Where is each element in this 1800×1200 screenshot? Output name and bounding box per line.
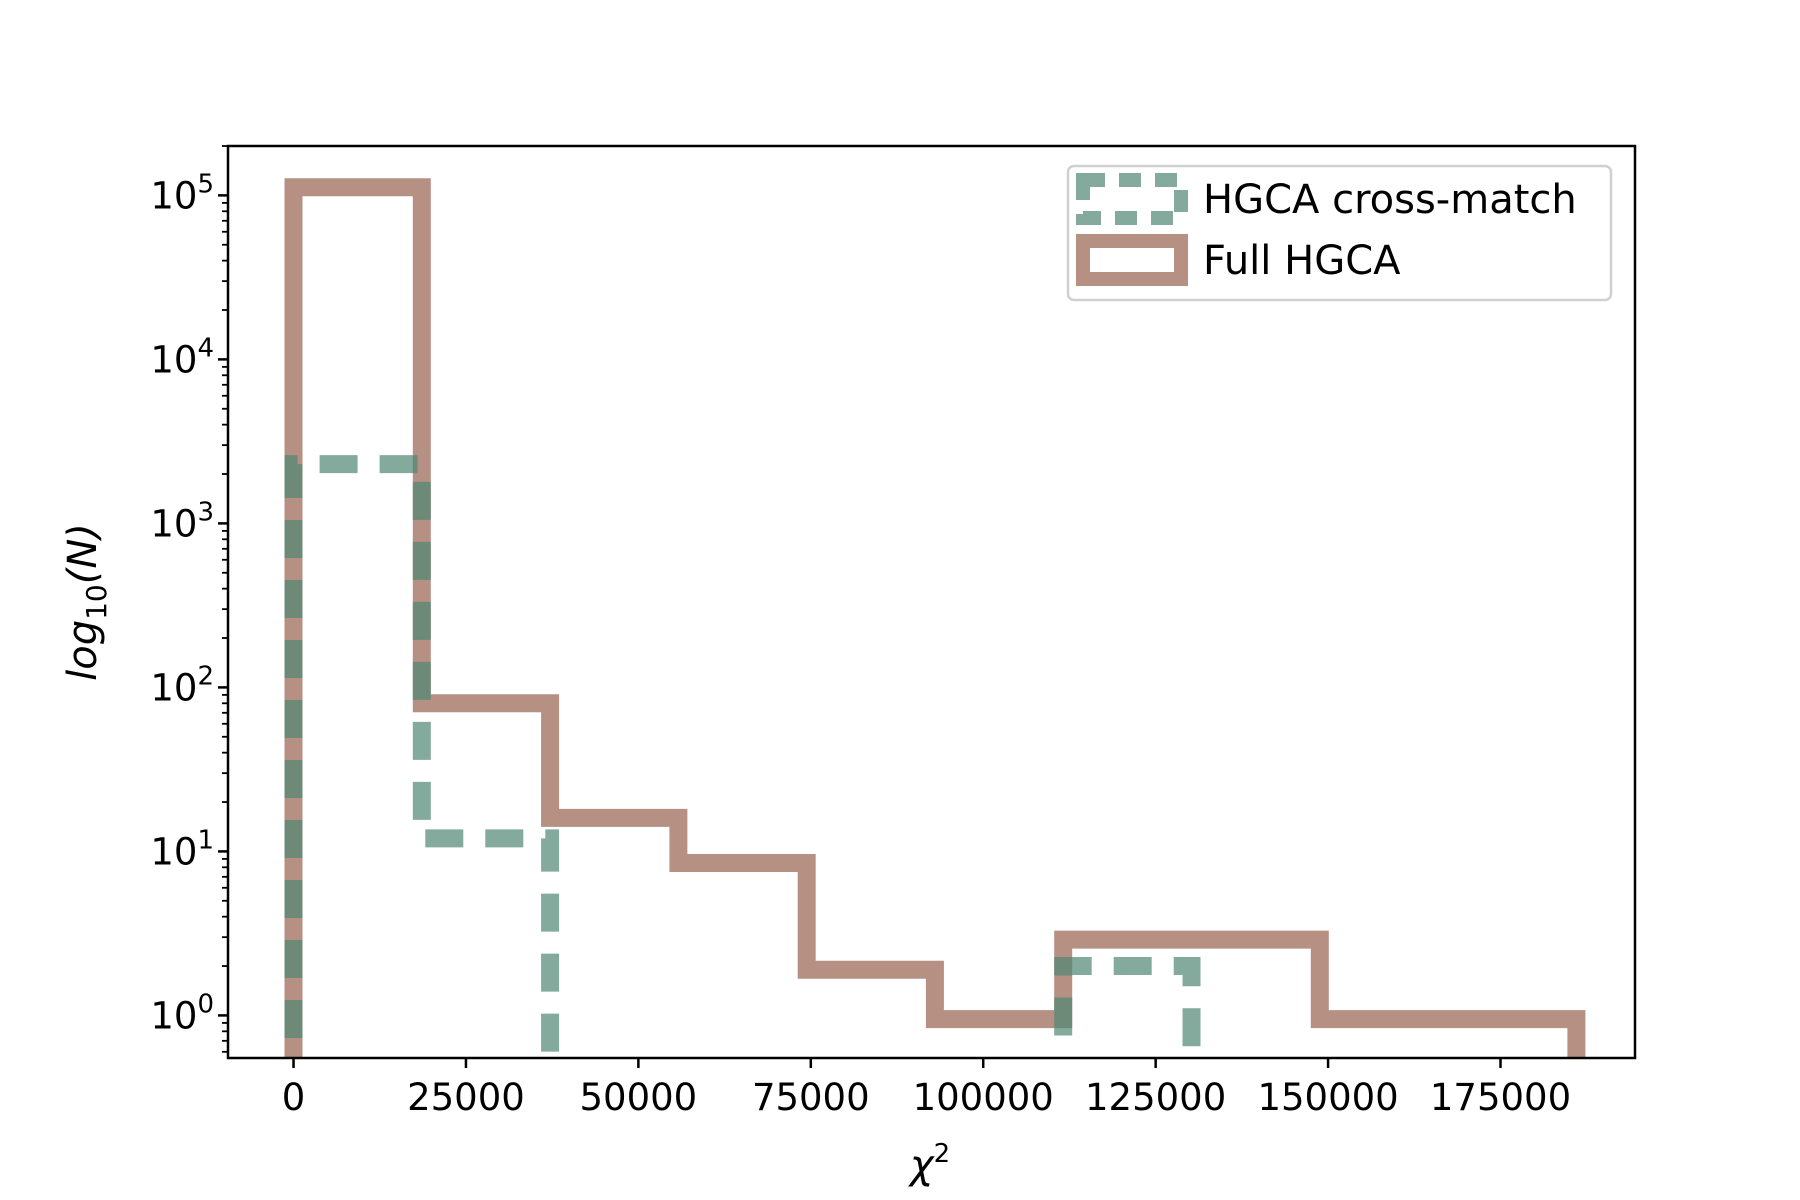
x-axis-label: χ2 [908,1139,950,1188]
x-axis-label-sup: 2 [934,1139,951,1169]
y-tick-label: 102 [150,661,214,709]
legend-swatch-cross-match [1076,173,1188,225]
y-axis-label-main: log [60,620,106,681]
legend-item-cross-match: HGCA cross-match [1076,173,1577,225]
x-tick-label: 125000 [1085,1076,1226,1119]
y-axis-label-tail: (N) [60,523,106,584]
axes-frame [226,144,1637,1060]
x-tick-label: 50000 [580,1076,698,1119]
series-full-hgca-outline [284,178,1586,1058]
series-layer [284,178,1586,1058]
x-tick-label: 150000 [1257,1076,1398,1119]
x-axis-ticks: 0 25000 50000 75000 100000 125000 150000 175000 [282,1058,1571,1119]
x-tick-label: 0 [282,1076,306,1119]
y-tick-label: 100 [150,989,214,1037]
x-tick-label: 175000 [1430,1076,1571,1119]
y-tick-label: 104 [150,333,214,381]
y-axis-label: log10(N) [60,523,113,681]
x-tick-label: 75000 [752,1076,870,1119]
legend-item-full-hgca: Full HGCA [1076,234,1401,286]
x-axis-label-main: χ [908,1142,935,1188]
y-tick-label: 105 [150,169,214,217]
legend-box [1066,164,1613,302]
legend-swatch-full-hgca [1076,234,1188,286]
legend-label-cross-match: HGCA cross-match [1203,177,1577,223]
y-tick-label: 103 [150,497,214,545]
y-axis-ticks: 100 101 102 103 104 105 [150,145,228,1053]
y-axis-label-sub: 10 [80,584,113,620]
legend-label-full-hgca: Full HGCA [1203,238,1401,284]
x-tick-label: 100000 [913,1076,1054,1119]
legend: HGCA cross-match Full HGCA [1066,164,1613,302]
x-tick-label: 25000 [407,1076,525,1119]
y-tick-label: 101 [150,825,214,873]
series-hgca-cross-match-outline [284,455,1201,1058]
